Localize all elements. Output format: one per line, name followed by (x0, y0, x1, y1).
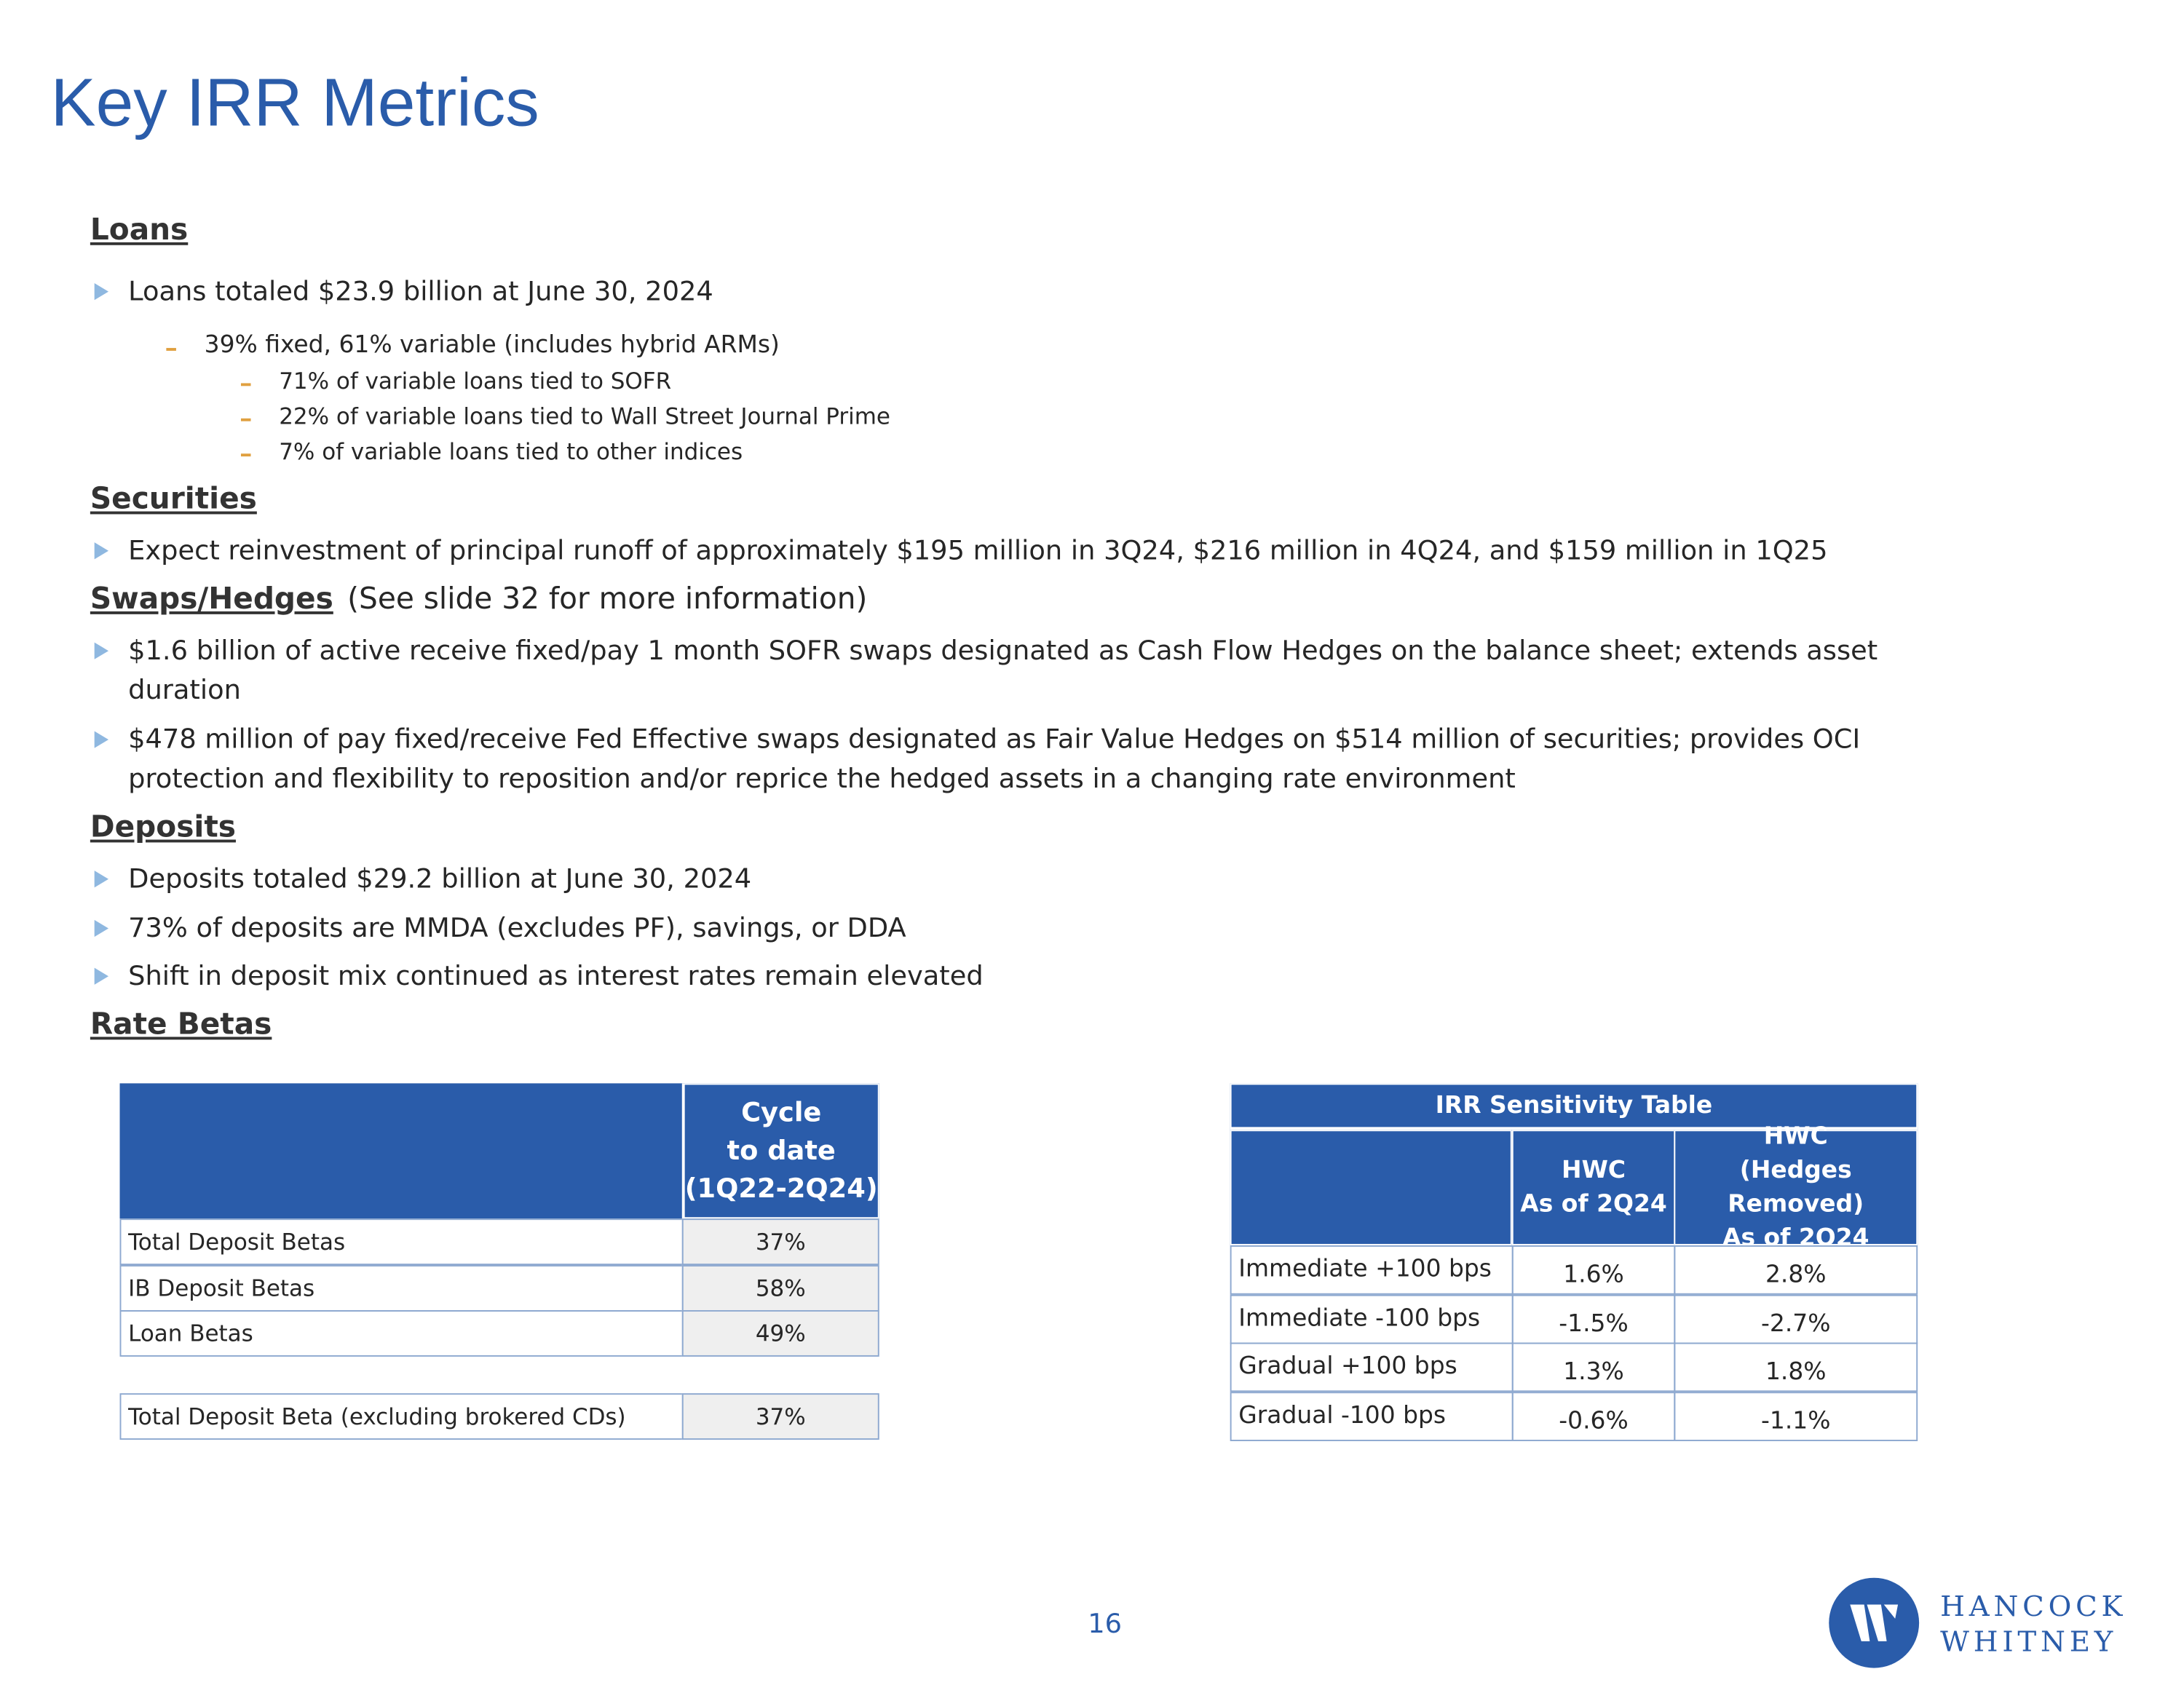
column-header: Cycle to date (1Q22-2Q24) (681, 1083, 879, 1219)
row-label: Immediate -100 bps (1230, 1293, 1514, 1344)
sub-bullet-text: 71% of variable loans tied to SOFR (279, 368, 672, 395)
row-label: IB Deposit Betas (119, 1264, 684, 1311)
dash (240, 453, 251, 456)
header-line: (Hedges Removed) (1728, 1157, 1864, 1219)
logo-text: HANCOCK (1940, 1589, 2127, 1623)
header-line: to date (727, 1135, 836, 1166)
row-label: Total Deposit Betas (119, 1218, 684, 1266)
bullet-arrow (94, 642, 109, 659)
section-heading: Rate Betas (90, 1007, 272, 1041)
section-heading: Swaps/Hedges (See slide 32 for more infor… (90, 582, 867, 615)
heading-text: Swaps/Hedges (90, 582, 333, 616)
row-value: -2.7% (1674, 1293, 1918, 1344)
row-label: Total Deposit Beta (excluding brokered C… (119, 1393, 684, 1440)
row-value: -1.5% (1511, 1293, 1676, 1344)
sub-bullet-text: 39% fixed, 61% variable (includes hybrid… (204, 330, 780, 360)
heading-text: Loans (90, 213, 189, 247)
header-line: (1Q22-2Q24) (684, 1173, 878, 1204)
page-number: 16 (1088, 1609, 1123, 1640)
dash (166, 348, 176, 350)
bullet-arrow (94, 542, 109, 560)
sub-bullet-text: 22% of variable loans tied to Wall Stree… (279, 403, 890, 430)
bullet-text: Loans totaled $23.9 billion at June 30, … (128, 276, 713, 307)
row-value: 37% (681, 1218, 879, 1266)
bullet-text: $478 million of pay fixed/receive Fed Ef… (128, 723, 1861, 795)
section-heading: Securities (90, 482, 257, 515)
logo-mark (1829, 1577, 1920, 1668)
bullet-text: Deposits totaled $29.2 billion at June 3… (128, 863, 752, 895)
row-value: 1.3% (1511, 1342, 1676, 1392)
row-value: 1.8% (1674, 1342, 1918, 1392)
row-value: 1.6% (1511, 1245, 1676, 1295)
row-label: Immediate +100 bps (1230, 1245, 1514, 1295)
bullet-text: $1.6 billion of active receive fixed/pay… (128, 635, 1878, 706)
heading-text: Deposits (90, 809, 236, 844)
column-header: HWC (Hedges Removed) As of 2Q24 (1674, 1123, 1918, 1253)
bullet-arrow (94, 967, 109, 985)
bullet-text: Expect reinvestment of principal runoff … (128, 535, 1828, 567)
header-line: Cycle (741, 1096, 822, 1128)
bullet-arrow (94, 283, 109, 301)
sub-bullet-text: 7% of variable loans tied to other indic… (279, 437, 743, 465)
bullet-arrow (94, 871, 109, 888)
logo-text: WHITNEY (1940, 1624, 2118, 1659)
row-value: 2.8% (1674, 1245, 1918, 1295)
dash (240, 383, 251, 386)
row-value: 58% (681, 1264, 879, 1311)
row-label: Loan Betas (119, 1309, 684, 1357)
header-line: As of 2Q24 (1520, 1190, 1667, 1219)
bullet-text: Shift in deposit mix continued as intere… (128, 960, 984, 992)
row-label: Gradual -100 bps (1230, 1391, 1514, 1441)
row-value: 49% (681, 1309, 879, 1357)
row-label: Gradual +100 bps (1230, 1342, 1514, 1392)
header-blank (1230, 1130, 1512, 1245)
heading-text: Securities (90, 481, 257, 516)
row-value: 37% (681, 1393, 879, 1440)
title: Key IRR Metrics (50, 66, 539, 141)
bullet-arrow (94, 919, 109, 937)
dash (240, 418, 251, 421)
section-heading: Deposits (90, 810, 236, 844)
bullet-text: 73% of deposits are MMDA (excludes PF), … (128, 913, 906, 944)
header-line: HWC (1562, 1157, 1626, 1185)
header-line: As of 2Q24 (1722, 1224, 1870, 1253)
header-line: HWC (1763, 1122, 1828, 1151)
column-header: HWC As of 2Q24 (1511, 1130, 1676, 1245)
table-title: IRR Sensitivity Table (1230, 1083, 1918, 1130)
section-heading: Loans (90, 213, 188, 246)
heading-note: (See slide 32 for more information) (347, 582, 868, 616)
row-value: -0.6% (1511, 1391, 1676, 1441)
row-value: -1.1% (1674, 1391, 1918, 1441)
bullet-arrow (94, 731, 109, 748)
heading-text: Rate Betas (90, 1007, 272, 1042)
